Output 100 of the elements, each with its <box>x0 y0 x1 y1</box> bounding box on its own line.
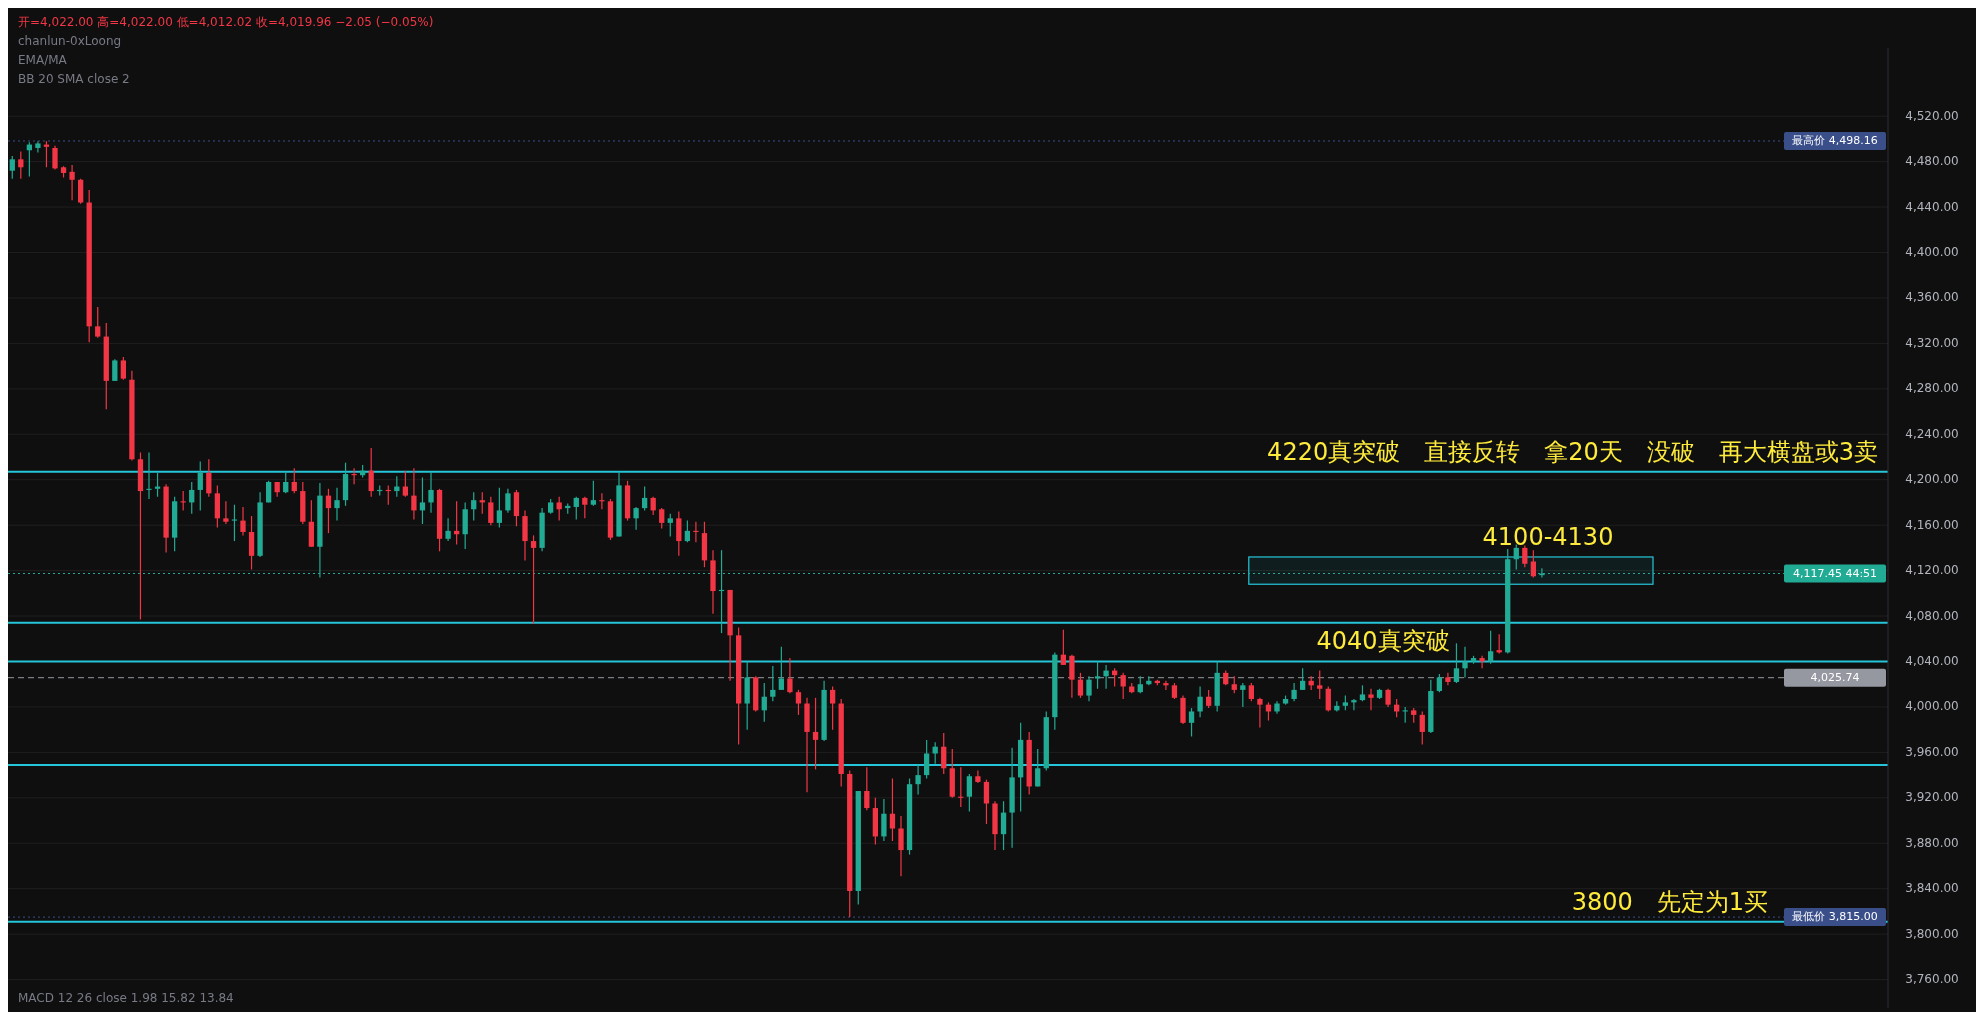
candlestick <box>1163 680 1169 691</box>
candlestick <box>1120 672 1126 700</box>
y-tick-label: 3,800.00 <box>1905 926 1959 941</box>
candlestick <box>1513 543 1519 571</box>
ref-line-label: 最低价 3,815.00 <box>1792 910 1878 924</box>
ref-line-label: 4,025.74 <box>1810 670 1860 684</box>
candlestick <box>770 665 776 702</box>
candlestick <box>9 155 15 180</box>
candlestick <box>428 471 434 514</box>
candlestick <box>1000 800 1007 851</box>
candlestick <box>52 145 58 171</box>
candlestick <box>923 739 930 780</box>
candlestick <box>1188 707 1195 738</box>
candlestick <box>325 488 332 534</box>
y-tick-label: 3,960.00 <box>1905 744 1959 759</box>
candlestick <box>864 766 870 811</box>
candlestick <box>1317 669 1323 700</box>
y-tick-label: 3,840.00 <box>1905 881 1959 896</box>
candlestick <box>1291 682 1297 702</box>
y-tick-label: 4,520.00 <box>1905 108 1959 123</box>
candlestick <box>787 657 793 694</box>
candlestick <box>761 682 767 723</box>
candlestick <box>1197 685 1203 718</box>
candlestick <box>513 489 520 527</box>
candlestick <box>1060 629 1067 666</box>
candlestick <box>189 481 195 515</box>
annotation: 4220真突破 直接反转 拿20天 没破 再大横盘或3卖 <box>1267 437 1878 466</box>
candlestick <box>146 451 152 500</box>
text: chanlun-0xLoong <box>18 34 122 48</box>
candlestick <box>112 358 118 382</box>
candlestick <box>197 460 203 511</box>
candlestick <box>1368 688 1374 711</box>
candlestick <box>368 447 374 498</box>
candlestick <box>633 506 639 531</box>
candlestick <box>1103 664 1109 690</box>
candlestick <box>1385 688 1391 708</box>
annotation: 3800 先定为1买 <box>1571 887 1768 916</box>
candlestick <box>650 496 656 516</box>
y-tick-label: 4,040.00 <box>1905 653 1959 668</box>
candlestick <box>402 470 409 498</box>
candlestick <box>496 487 503 529</box>
candlestick <box>1094 660 1101 690</box>
y-tick-label: 4,000.00 <box>1905 699 1959 714</box>
candlestick <box>1453 642 1460 684</box>
candlestick <box>1530 549 1537 579</box>
candlestick <box>941 732 947 775</box>
y-tick-label: 4,280.00 <box>1905 381 1959 396</box>
y-tick-label: 3,880.00 <box>1905 835 1959 850</box>
candlestick <box>812 697 819 771</box>
candlestick <box>915 764 921 796</box>
y-tick-label: 4,360.00 <box>1905 290 1959 305</box>
candlestick <box>795 689 802 716</box>
annotation: EMA/MA <box>18 53 68 67</box>
candlestick <box>1522 545 1528 568</box>
candlestick <box>693 521 699 543</box>
candlestick <box>291 467 297 494</box>
candlestick <box>1257 697 1263 728</box>
candlestick <box>556 496 562 522</box>
candlestick <box>18 150 24 180</box>
candlestick <box>778 646 785 691</box>
candlestick <box>932 741 938 765</box>
y-tick-label: 3,920.00 <box>1905 790 1959 805</box>
candlestick <box>411 467 417 521</box>
candlestick <box>488 496 494 526</box>
candlestick <box>530 534 537 625</box>
candlestick <box>223 500 229 525</box>
candlestick <box>1077 672 1084 699</box>
price-tag: 最低价 3,815.00 <box>1784 908 1886 927</box>
candlestick <box>1351 698 1357 711</box>
annotation: 4100-4130 <box>1482 522 1614 551</box>
y-tick-label: 4,200.00 <box>1905 472 1959 487</box>
candlestick <box>35 140 41 154</box>
candlestick <box>1035 748 1041 788</box>
candlestick <box>641 485 648 511</box>
candlestick <box>676 510 682 557</box>
candlestick <box>659 507 665 530</box>
candlestick <box>573 496 579 521</box>
y-tick-label: 4,160.00 <box>1905 517 1959 532</box>
candlestick <box>1205 689 1212 709</box>
candlestick <box>471 491 477 522</box>
candlestick <box>983 779 990 825</box>
candlestick <box>889 777 896 842</box>
text: 开=4,022.00 高=4,022.00 低=4,012.02 收=4,019.96 −2.05 (−0.05%) <box>18 15 434 29</box>
candlestick <box>582 496 588 519</box>
candlestick <box>1240 682 1246 708</box>
candlestick <box>419 476 426 525</box>
candlestick <box>590 480 597 507</box>
candlestick <box>1462 646 1468 678</box>
candlestick <box>283 471 289 494</box>
candlestick <box>667 513 673 538</box>
candlestick <box>120 356 127 381</box>
y-tick-label: 3,760.00 <box>1905 972 1959 987</box>
candlestick <box>1487 630 1494 665</box>
y-tick-label: 4,240.00 <box>1905 426 1959 441</box>
ref-line-label: 最高价 4,498.16 <box>1792 133 1878 147</box>
candlestick <box>334 487 340 522</box>
y-tick-label: 4,440.00 <box>1905 199 1959 214</box>
candlestick <box>966 773 973 813</box>
candlestick <box>1479 655 1485 669</box>
annotation: BB 20 SMA close 2 <box>18 72 130 86</box>
